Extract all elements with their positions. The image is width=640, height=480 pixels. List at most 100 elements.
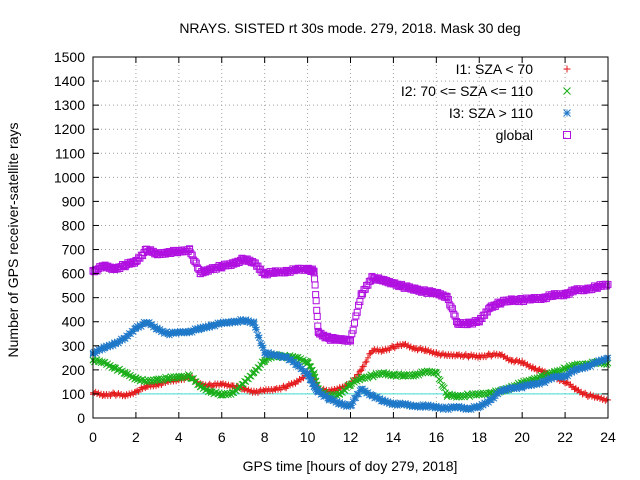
data-point: [126, 390, 133, 397]
data-point: [255, 334, 263, 341]
data-point: [497, 298, 505, 306]
data-point: [443, 391, 451, 399]
data-point: [508, 384, 515, 392]
legend-label: I3: SZA > 110: [449, 105, 533, 121]
data-point: [132, 324, 140, 332]
data-point: [325, 335, 333, 343]
data-point: [313, 312, 321, 320]
data-point: [368, 347, 375, 354]
data-point: [250, 368, 258, 376]
data-point: [593, 359, 601, 367]
y-tick-label: 1300: [54, 97, 85, 113]
data-point: [153, 250, 161, 258]
data-point: [250, 259, 258, 267]
data-point: [308, 266, 316, 274]
data-point: [379, 397, 387, 405]
data-point: [603, 282, 611, 290]
data-point: [100, 359, 108, 367]
data-point: [411, 285, 419, 293]
x-tick-label: 16: [429, 429, 445, 445]
data-point: [122, 392, 129, 399]
data-point: [143, 246, 151, 254]
data-point: [518, 296, 526, 304]
x-tick-label: 24: [600, 429, 616, 445]
y-tick-label: 100: [62, 386, 86, 402]
data-point: [602, 397, 609, 404]
data-point: [285, 380, 292, 387]
data-point: [261, 349, 269, 357]
data-point: [475, 403, 483, 411]
data-point: [433, 350, 440, 357]
y-tick-label: 900: [62, 193, 86, 209]
legend-label: I2: 70 <= SZA <= 110: [401, 83, 533, 99]
series-4: [89, 245, 612, 345]
x-tick-label: 18: [471, 429, 487, 445]
data-point: [465, 405, 472, 412]
data-point: [261, 356, 269, 364]
data-point: [314, 388, 322, 395]
data-point: [355, 301, 363, 309]
x-tick-label: 8: [261, 429, 269, 445]
data-point: [336, 336, 344, 344]
data-point: [550, 291, 558, 299]
x-tick-label: 22: [557, 429, 573, 445]
data-point: [507, 296, 515, 304]
y-tick-label: 400: [62, 314, 86, 330]
data-point: [465, 352, 472, 359]
data-point: [308, 265, 316, 273]
data-point: [132, 258, 140, 266]
data-point: [224, 383, 231, 390]
data-point: [351, 319, 359, 327]
data-point: [331, 385, 338, 392]
data-point: [454, 392, 462, 400]
data-point: [486, 396, 494, 404]
data-point: [352, 312, 360, 320]
data-point: [390, 371, 397, 379]
data-point: [272, 386, 279, 393]
data-point: [561, 290, 569, 298]
data-point: [561, 365, 569, 373]
data-point: [497, 351, 504, 358]
data-point: [347, 402, 354, 410]
data-point: [454, 351, 461, 358]
data-point: [465, 391, 472, 399]
data-point: [367, 350, 374, 357]
data-point: [164, 248, 172, 256]
x-tick-label: 10: [300, 429, 316, 445]
data-point: [207, 265, 215, 273]
data-point: [143, 318, 150, 326]
legend-label: global: [496, 127, 533, 143]
data-point: [310, 267, 318, 275]
chart-title: NRAYS. SISTED rt 30s mode. 279, 2018. Ma…: [179, 20, 520, 36]
data-point: [357, 385, 365, 393]
data-point: [486, 389, 494, 397]
data-point: [261, 388, 268, 395]
y-tick-label: 300: [62, 338, 86, 354]
data-point: [486, 303, 494, 311]
data-point: [368, 391, 376, 399]
data-point: [138, 384, 145, 391]
data-point: [154, 325, 161, 333]
data-point: [475, 318, 483, 326]
data-point: [358, 366, 365, 373]
data-point: [460, 353, 467, 360]
data-point: [422, 368, 429, 376]
data-point: [529, 295, 537, 303]
data-point: [353, 308, 361, 316]
data-point: [196, 325, 204, 333]
data-point: [594, 394, 601, 401]
data-point: [175, 373, 183, 381]
data-point: [228, 260, 236, 268]
data-point: [411, 345, 418, 352]
data-point: [250, 319, 258, 327]
data-point: [314, 322, 322, 330]
data-point: [121, 370, 129, 377]
data-point: [259, 344, 267, 352]
data-point: [121, 261, 129, 269]
data-point: [154, 376, 161, 383]
data-point: [437, 377, 444, 384]
data-point: [132, 388, 139, 395]
data-point: [100, 262, 108, 270]
data-point: [218, 391, 226, 399]
